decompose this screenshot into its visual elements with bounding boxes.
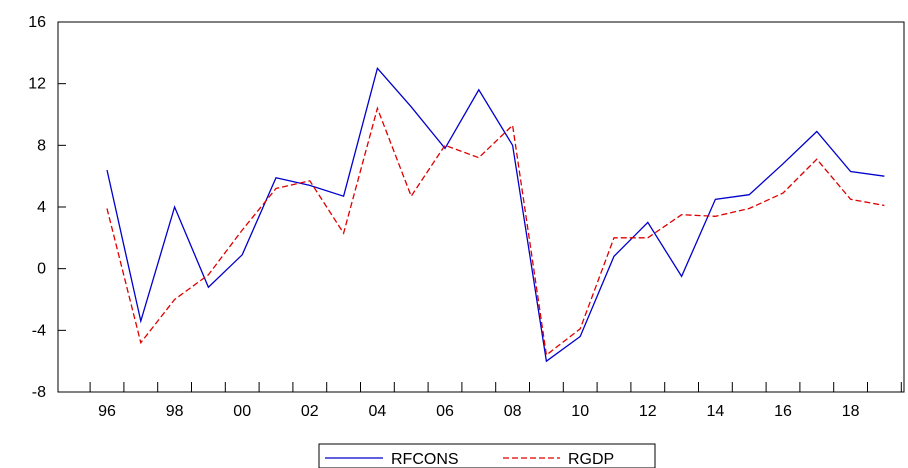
x-tick-label: 12 xyxy=(639,403,657,420)
y-tick-label: 4 xyxy=(37,199,46,216)
y-tick-label: -4 xyxy=(32,322,46,339)
y-tick-label: 12 xyxy=(28,76,46,93)
x-tick-label: 04 xyxy=(369,403,387,420)
series-layer xyxy=(106,66,885,363)
y-tick-label: 16 xyxy=(28,14,46,31)
x-tick-label: 02 xyxy=(301,403,319,420)
plot-area xyxy=(57,21,905,393)
x-tick-label: 10 xyxy=(571,403,589,420)
series-line-rgdp xyxy=(106,106,885,357)
x-axis: 96 98 00 02 04 06 08 10 12 14 16 18 xyxy=(89,382,902,420)
y-tick-label: -8 xyxy=(32,384,46,401)
legend-label-rgdp: RGDP xyxy=(568,451,614,468)
x-tick-label: 18 xyxy=(842,403,860,420)
y-tick-label: 8 xyxy=(37,137,46,154)
x-tick-label: 14 xyxy=(707,403,725,420)
x-tick-label: 98 xyxy=(166,403,184,420)
plot-frame xyxy=(57,21,905,393)
x-tick-label: 16 xyxy=(774,403,792,420)
y-tick-label: 0 xyxy=(37,261,46,278)
x-tick-label: 06 xyxy=(436,403,454,420)
x-tick-label: 96 xyxy=(98,403,116,420)
legend-box xyxy=(318,443,656,468)
y-axis: -8 -4 0 4 8 12 16 xyxy=(28,14,66,401)
legend: RFCONS RGDP xyxy=(318,443,656,468)
x-tick-label: 00 xyxy=(233,403,251,420)
legend-label-rfcons: RFCONS xyxy=(391,451,459,468)
series-line-rfcons xyxy=(106,66,885,363)
x-tick-label: 08 xyxy=(504,403,522,420)
